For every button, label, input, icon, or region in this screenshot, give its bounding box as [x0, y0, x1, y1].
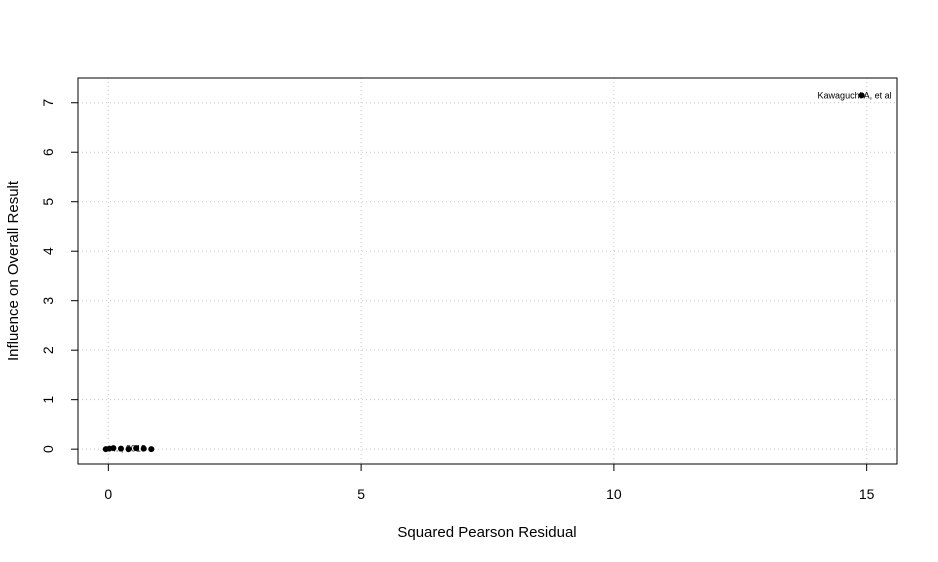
data-point [148, 446, 155, 453]
y-tick-label: 3 [40, 297, 56, 305]
x-tick-label: 10 [606, 486, 622, 502]
y-tick-label: 0 [40, 445, 56, 453]
y-tick-label: 2 [40, 346, 56, 354]
data-point [117, 445, 124, 452]
data-point [858, 92, 865, 99]
data-point [102, 446, 109, 453]
x-tick-label: 15 [859, 486, 875, 502]
data-point [140, 445, 147, 452]
x-axis-label: Squared Pearson Residual [397, 524, 576, 541]
plot-frame [77, 77, 898, 465]
data-points: Kawaguchi A, et al..., 2018 [102, 90, 892, 454]
x-axis: 0 5 10 15 [104, 464, 875, 502]
y-tick-label: 1 [40, 396, 56, 404]
y-tick-label: 4 [40, 247, 56, 255]
y-tick-label: 5 [40, 198, 56, 206]
data-point [110, 445, 117, 452]
data-point [133, 445, 140, 452]
point-label: Kawaguchi A, et al [818, 90, 892, 100]
x-tick-label: 0 [104, 486, 112, 502]
y-axis: 0 1 2 3 4 5 6 7 [40, 99, 78, 453]
y-tick-label: 7 [40, 99, 56, 107]
grid-lines [78, 78, 897, 464]
y-tick-label: 6 [40, 148, 56, 156]
x-tick-label: 5 [357, 486, 365, 502]
y-axis-label: Influence on Overall Result [5, 180, 22, 361]
data-point [125, 446, 132, 453]
